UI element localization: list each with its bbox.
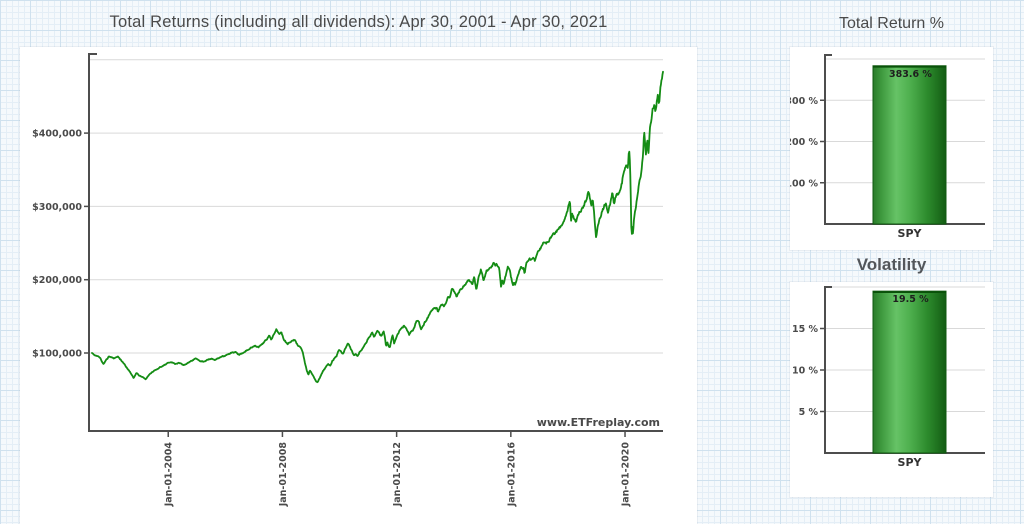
- x-tick-label: Jan-01-2020: [621, 442, 632, 508]
- bar-value-label: 383.6 %: [889, 69, 932, 80]
- main-chart-title: Total Returns (including all dividends):…: [109, 13, 608, 31]
- y-tick-label: 15 %: [792, 324, 819, 335]
- y-tick-label: $200,000: [32, 275, 82, 286]
- total-return-bar-chart: 100 % 200 % 300 % 383.6 % SPY: [790, 54, 985, 240]
- total-returns-line-chart: $100,000 $200,000 $300,000 $400,000 Jan-01-2…: [32, 53, 664, 508]
- volatility-chart-title: Volatility: [856, 255, 927, 274]
- watermark-text: www.ETFreplay.com: [537, 416, 660, 429]
- x-tick-label: Jan-01-2008: [278, 442, 289, 508]
- main-chart-card: $100,000 $200,000 $300,000 $400,000 Jan-01-2…: [20, 47, 697, 524]
- x-tick-label: Jan-01-2004: [164, 442, 175, 508]
- y-tick-label: 10 %: [792, 366, 819, 377]
- price-line: [91, 70, 664, 384]
- y-tick-label: $100,000: [32, 349, 82, 360]
- y-tick-label: 5 %: [799, 407, 819, 418]
- category-label-spy: SPY: [898, 456, 923, 469]
- volatility-chart-card: 5 % 10 % 15 % 19.5 % SPY: [790, 282, 993, 497]
- y-tick-label: $400,000: [32, 129, 82, 140]
- y-tick-label: 100 %: [790, 178, 818, 189]
- y-tick-label: 300 %: [790, 96, 818, 107]
- total-return-chart-title: Total Return %: [839, 15, 944, 32]
- y-tick-label: $300,000: [32, 202, 82, 213]
- total-return-chart-card: 100 % 200 % 300 % 383.6 % SPY: [790, 47, 993, 250]
- x-tick-label: Jan-01-2012: [392, 442, 403, 507]
- volatility-bar-chart: 5 % 10 % 15 % 19.5 % SPY: [792, 286, 985, 469]
- x-tick-label: Jan-01-2016: [506, 442, 517, 508]
- bar-value-label: 19.5 %: [892, 294, 929, 305]
- y-tick-label: 200 %: [790, 137, 818, 148]
- category-label-spy: SPY: [898, 227, 923, 240]
- bar-spy: [872, 65, 947, 225]
- bar-spy: [872, 290, 947, 454]
